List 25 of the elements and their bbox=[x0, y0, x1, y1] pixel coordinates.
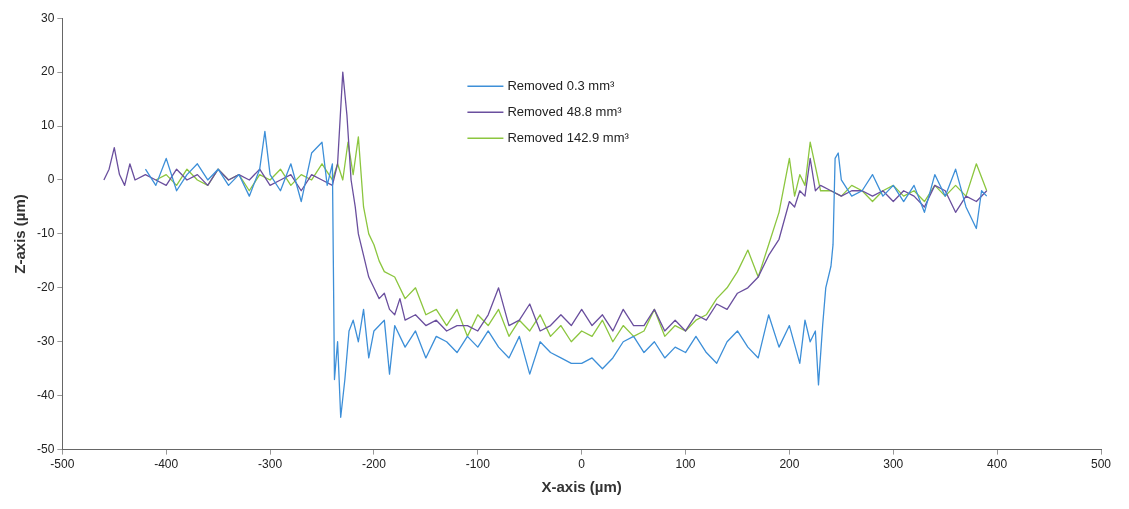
x-tick-label: 500 bbox=[1090, 457, 1112, 472]
x-tick-label: 400 bbox=[987, 457, 1008, 472]
y-tick-label: -30 bbox=[37, 334, 55, 349]
x-axis-title: X-axis (µm) bbox=[541, 478, 622, 496]
y-tick-label: -50 bbox=[37, 441, 55, 456]
x-tick-label: 300 bbox=[883, 457, 904, 472]
y-tick-label: 20 bbox=[40, 64, 55, 79]
legend-label: Removed 48.8 mm³ bbox=[507, 103, 623, 119]
y-tick-label: 30 bbox=[40, 10, 55, 25]
y-tick-label: 0 bbox=[47, 172, 55, 187]
x-tick-label: 200 bbox=[779, 457, 800, 472]
legend-label: Removed 0.3 mm³ bbox=[507, 77, 616, 93]
x-tick-label: -100 bbox=[465, 457, 491, 472]
y-tick-label: -40 bbox=[37, 387, 55, 402]
y-axis-title: Z-axis (µm) bbox=[11, 194, 29, 274]
legend-label: Removed 142.9 mm³ bbox=[507, 129, 630, 145]
x-tick-label: -200 bbox=[361, 457, 387, 472]
x-tick-label: -400 bbox=[154, 457, 179, 472]
y-tick-label: -10 bbox=[37, 226, 55, 241]
x-tick-label: 100 bbox=[675, 457, 696, 472]
x-tick-label: -300 bbox=[258, 457, 283, 472]
x-tick-label: -500 bbox=[50, 457, 75, 472]
y-tick-label: 10 bbox=[40, 118, 55, 133]
y-tick-label: -20 bbox=[37, 280, 55, 295]
x-tick-label: 0 bbox=[578, 457, 586, 472]
